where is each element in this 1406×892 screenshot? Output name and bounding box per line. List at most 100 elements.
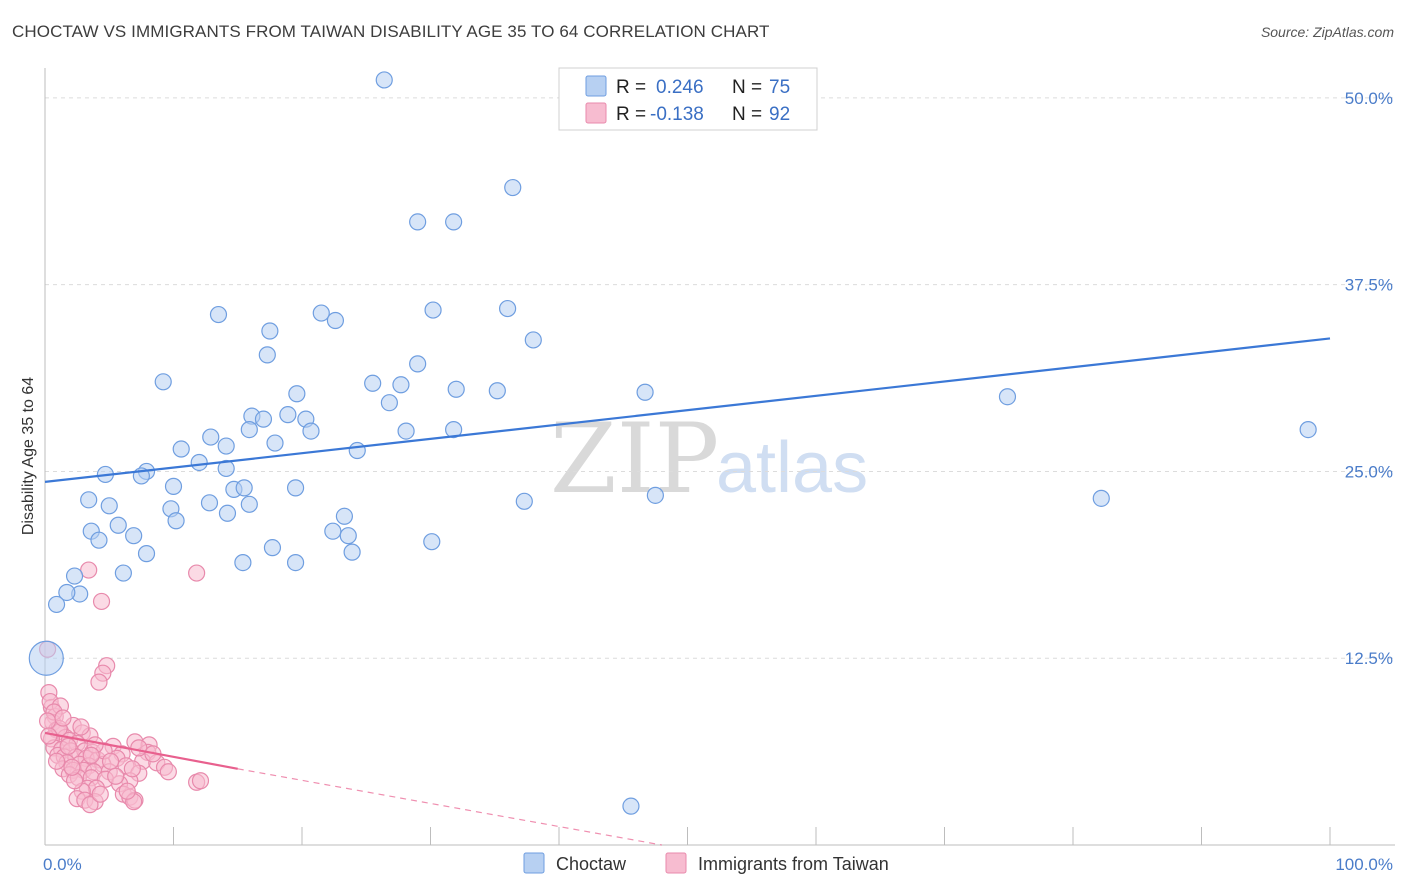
point-choctaw-22 — [1299, 421, 1317, 439]
watermark-atlas: atlas — [716, 428, 868, 508]
watermark-zip: ZIP — [550, 403, 719, 515]
legend-n-label-blue: N = — [732, 77, 762, 98]
trend-line-taiwan — [44, 731, 238, 770]
point-choctaw-60 — [324, 522, 342, 540]
point-taiwan-86 — [47, 752, 66, 770]
point-choctaw-45 — [200, 494, 219, 512]
point-taiwan-74 — [38, 712, 57, 730]
point-taiwan-88 — [40, 727, 58, 745]
point-taiwan-61 — [191, 772, 210, 790]
point-choctaw-25 — [279, 406, 297, 424]
point-choctaw-20 — [380, 394, 398, 412]
point-taiwan-90 — [82, 746, 100, 764]
point-choctaw-11 — [258, 346, 276, 364]
trend-line-choctaw — [44, 337, 1331, 483]
point-choctaw-43 — [235, 479, 253, 497]
bottom-legend-taiwan: Immigrants from Taiwan — [698, 854, 889, 874]
point-choctaw-37 — [217, 459, 235, 478]
point-choctaw-35 — [348, 441, 366, 460]
point-choctaw-68 — [114, 564, 132, 582]
point-choctaw-21 — [998, 388, 1017, 406]
point-taiwan-84 — [91, 785, 109, 803]
trend-line-dashed-taiwan — [237, 768, 662, 846]
point-choctaw-63 — [137, 545, 156, 563]
trend-lines — [44, 337, 1331, 846]
y-tick-label-1: 25.0% — [1345, 462, 1393, 481]
legend-n-label-pink: N = — [732, 104, 762, 125]
chart-title: CHOCTAW VS IMMIGRANTS FROM TAIWAN DISABI… — [12, 22, 770, 41]
point-choctaw-71 — [58, 583, 76, 602]
point-choctaw-16 — [447, 380, 465, 398]
point-choctaw-12 — [409, 355, 427, 373]
legend-r-label-pink: R = — [616, 104, 646, 125]
legend-r-value-blue: 0.246 — [656, 77, 704, 98]
point-choctaw-9 — [499, 299, 517, 318]
point-choctaw-67 — [286, 553, 305, 572]
point-choctaw-5 — [261, 322, 279, 340]
point-choctaw-1 — [504, 178, 522, 197]
point-choctaw-41 — [164, 477, 183, 495]
point-taiwan-50 — [159, 763, 177, 781]
point-choctaw-72 — [47, 595, 66, 614]
point-choctaw-46 — [80, 491, 98, 509]
point-choctaw-59 — [125, 527, 143, 545]
point-choctaw-6 — [312, 304, 330, 322]
point-choctaw-69 — [65, 567, 84, 585]
point-choctaw-13 — [154, 373, 172, 391]
point-choctaw-55 — [1092, 489, 1110, 507]
grid-lines — [45, 97, 1395, 659]
point-taiwan-85 — [118, 782, 136, 800]
point-taiwan-82 — [123, 760, 141, 778]
point-choctaw-73 — [28, 640, 64, 676]
point-choctaw-50 — [286, 479, 305, 497]
point-choctaw-28 — [302, 422, 320, 440]
point-taiwan-81 — [101, 752, 120, 770]
point-choctaw-36 — [190, 453, 208, 472]
point-choctaw-51 — [218, 504, 237, 522]
point-choctaw-48 — [167, 512, 185, 530]
point-choctaw-47 — [100, 497, 118, 515]
point-choctaw-0 — [375, 71, 393, 89]
legend-r-label-blue: R = — [616, 77, 646, 98]
point-choctaw-62 — [263, 539, 282, 557]
point-choctaw-30 — [445, 421, 463, 439]
point-choctaw-24 — [254, 410, 273, 428]
point-choctaw-58 — [90, 531, 108, 549]
point-choctaw-10 — [524, 331, 542, 349]
tick-labels: 12.5% 25.0% 37.5% 50.0% 0.0% 100.0% — [43, 89, 1393, 874]
y-tick-label-2: 37.5% — [1345, 276, 1393, 295]
point-choctaw-74 — [622, 797, 640, 815]
point-choctaw-52 — [335, 507, 354, 525]
blue-series-points — [28, 71, 1317, 815]
legend-swatch-pink — [585, 102, 607, 124]
bottom-legend-choctaw: Choctaw — [556, 854, 627, 874]
point-choctaw-66 — [234, 553, 252, 572]
point-choctaw-32 — [202, 428, 220, 446]
point-choctaw-49 — [240, 495, 258, 513]
point-taiwan-68 — [81, 796, 99, 814]
point-taiwan-76 — [59, 737, 77, 755]
source-label: Source: ZipAtlas.com — [1260, 24, 1394, 40]
point-taiwan-0 — [188, 564, 206, 582]
legend-swatch-blue — [585, 75, 607, 97]
point-taiwan-6 — [90, 673, 108, 691]
point-choctaw-31 — [266, 434, 284, 452]
y-axis-label: Disability Age 35 to 64 — [20, 377, 37, 535]
point-taiwan-75 — [72, 718, 90, 736]
point-choctaw-2 — [409, 213, 427, 231]
point-choctaw-54 — [646, 486, 664, 504]
point-choctaw-65 — [423, 533, 441, 551]
point-taiwan-87 — [54, 709, 72, 727]
bottom-legend: Choctaw Immigrants from Taiwan — [523, 852, 889, 874]
point-choctaw-17 — [488, 382, 506, 400]
point-choctaw-15 — [392, 376, 410, 394]
point-choctaw-53 — [515, 492, 533, 510]
y-tick-label-0: 12.5% — [1345, 649, 1393, 668]
point-taiwan-91 — [107, 767, 125, 785]
point-choctaw-64 — [343, 543, 361, 561]
point-choctaw-3 — [445, 213, 463, 231]
pink-series-points — [38, 561, 210, 814]
point-choctaw-18 — [636, 383, 654, 401]
point-choctaw-29 — [397, 422, 415, 440]
